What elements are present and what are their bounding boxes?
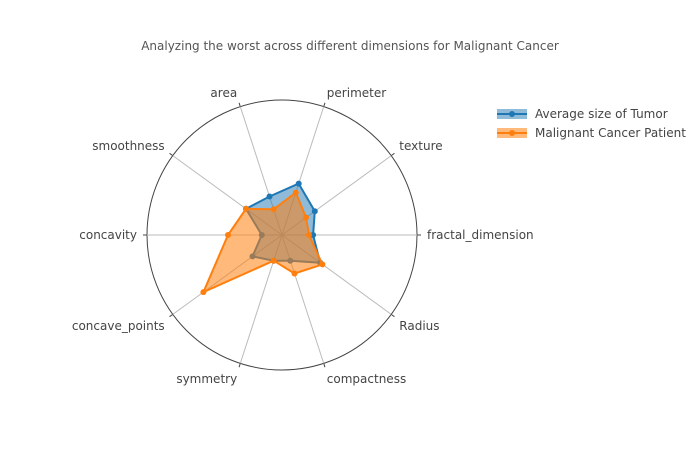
axis-label-Radius: Radius — [399, 319, 439, 333]
legend-label-0: Average size of Tumor — [535, 107, 668, 121]
axis-label-concave_points: concave_points — [72, 319, 165, 333]
axis-label-area: area — [210, 86, 237, 100]
axis-label-compactness: compactness — [327, 372, 406, 386]
data-point-0-texture — [311, 208, 318, 215]
data-point-0-fractal_dimension — [310, 232, 317, 238]
legend-marker-0 — [509, 111, 515, 117]
axis-labels: fractal_dimension texture perimeter area smo… — [72, 86, 534, 386]
data-point-1-concavity — [225, 232, 231, 238]
data-point-1-Radius — [319, 261, 326, 268]
data-point-1-perimeter — [292, 189, 299, 196]
radar-tick-area — [238, 102, 241, 107]
legend[interactable]: Average size of Tumor Malignant Cancer Pa… — [497, 107, 686, 140]
data-point-1-concave_points — [200, 289, 207, 296]
radar-tick-concave_points — [169, 313, 174, 318]
data-point-1-compactness — [291, 270, 298, 277]
legend-label-1: Malignant Cancer Patient — [535, 126, 686, 140]
radar-tick-perimeter — [323, 102, 326, 107]
axis-label-perimeter: perimeter — [327, 86, 386, 100]
legend-item-0[interactable]: Average size of Tumor — [497, 107, 668, 121]
legend-marker-1 — [509, 130, 515, 136]
data-point-0-perimeter — [295, 180, 302, 187]
radar-tick-smoothness — [169, 152, 174, 157]
data-point-1-fractal_dimension — [306, 232, 312, 238]
data-point-0-area — [266, 193, 273, 200]
axis-label-symmetry: symmetry — [176, 372, 237, 386]
data-point-1-texture — [303, 214, 309, 221]
axis-label-smoothness: smoothness — [92, 139, 164, 153]
radar-series — [200, 180, 326, 296]
radar-tick-symmetry — [238, 363, 241, 368]
axis-label-fractal_dimension: fractal_dimension — [427, 228, 534, 242]
radar-tick-compactness — [323, 363, 326, 368]
legend-item-1[interactable]: Malignant Cancer Patient — [497, 126, 686, 140]
radar-tick-Radius — [390, 313, 395, 318]
chart-title: Analyzing the worst across different dim… — [141, 39, 559, 53]
axis-label-texture: texture — [399, 139, 442, 153]
axis-label-concavity: concavity — [79, 228, 137, 242]
data-point-1-area — [270, 206, 277, 213]
radar-tick-texture — [390, 152, 395, 157]
data-point-1-symmetry — [270, 257, 277, 264]
data-point-1-smoothness — [243, 205, 249, 212]
